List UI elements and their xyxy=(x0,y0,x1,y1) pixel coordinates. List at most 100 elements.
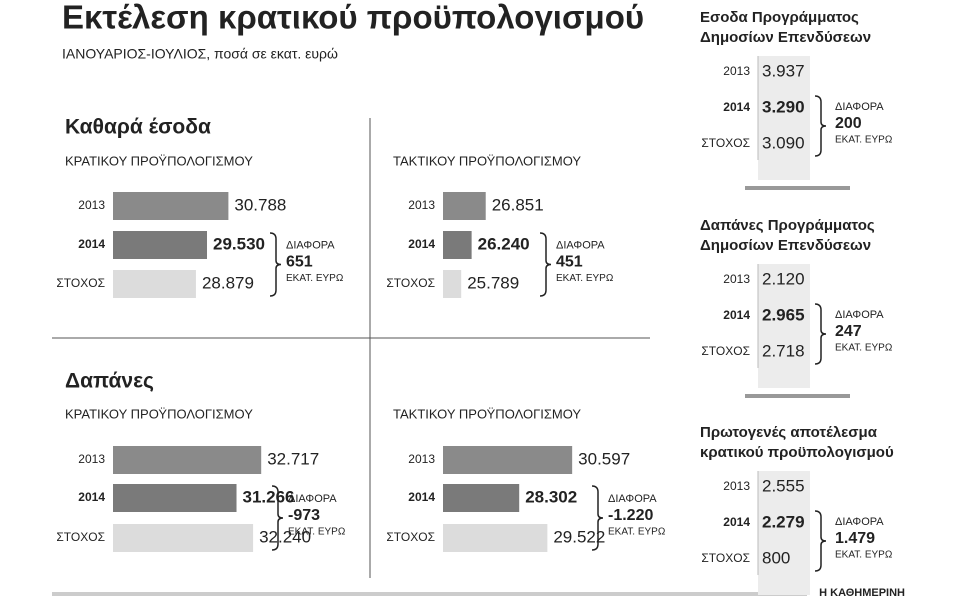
brace xyxy=(539,232,552,297)
bar xyxy=(443,231,472,259)
category-label: 2013 xyxy=(408,198,435,212)
table-title: Δαπάνες Προγράμματος xyxy=(700,217,875,234)
diff-value: 651 xyxy=(286,254,313,271)
diff-unit: ΕΚΑΤ. ΕΥΡΩ xyxy=(835,550,893,561)
diff-unit: ΕΚΑΤ. ΕΥΡΩ xyxy=(288,527,346,538)
chart-subtitle: ΤΑΚΤΙΚΟΥ ΠΡΟΫΠΟΛΟΓΙΣΜΟΥ xyxy=(393,406,581,421)
diff-label: ΔΙΑΦΟΡΑ xyxy=(835,101,884,113)
diff-unit: ΕΚΑΤ. ΕΥΡΩ xyxy=(835,343,893,354)
bar xyxy=(443,270,462,298)
chart-subtitle: ΤΑΚΤΙΚΟΥ ΠΡΟΫΠΟΛΟΓΙΣΜΟΥ xyxy=(393,153,581,168)
bar xyxy=(113,231,208,259)
value-column xyxy=(758,471,810,595)
separator xyxy=(745,394,850,398)
row-value: 2.965 xyxy=(762,305,805,324)
category-label: 2014 xyxy=(78,490,105,504)
chart-subtitle: ΚΡΑΤΙΚΟΥ ΠΡΟΫΠΟΛΟΓΙΣΜΟΥ xyxy=(65,153,253,168)
chart-subtitle: ΚΡΑΤΙΚΟΥ ΠΡΟΫΠΟΛΟΓΙΣΜΟΥ xyxy=(65,406,253,421)
row-value: 3.937 xyxy=(762,61,805,80)
source: Η ΚΑΘΗΜΕΡΙΝΗ xyxy=(819,587,905,598)
table-title: κρατικού προϋπολογισμού xyxy=(700,444,894,461)
bar xyxy=(113,524,254,552)
table-title: Δημοσίων Επενδύσεων xyxy=(700,237,871,254)
diff-label: ΔΙΑΦΟΡΑ xyxy=(835,516,884,528)
diff-value: -1.220 xyxy=(608,507,653,524)
row-label: ΣΤΟΧΟΣ xyxy=(701,344,750,358)
category-label: ΣΤΟΧΟΣ xyxy=(386,530,435,544)
bar xyxy=(443,192,486,220)
table-title: Εσοδα Προγράμματος xyxy=(700,9,859,26)
category-label: 2013 xyxy=(408,452,435,466)
diff-value: 247 xyxy=(835,323,862,340)
subtitle: ΙΑΝΟΥΑΡΙΟΣ-ΙΟΥΛΙΟΣ, ποσά σε εκατ. ευρώ xyxy=(62,46,338,62)
row-value: 3.290 xyxy=(762,97,805,116)
diff-value: 200 xyxy=(835,115,862,132)
diff-value: 451 xyxy=(556,254,583,271)
value-label: 32.717 xyxy=(267,449,319,468)
category-label: 2014 xyxy=(408,237,435,251)
brace xyxy=(591,485,604,551)
diff-label: ΔΙΑΦΟΡΑ xyxy=(286,239,335,251)
section-title: Καθαρά έσοδα xyxy=(65,116,211,139)
value-label: 29.530 xyxy=(213,234,265,253)
diff-unit: ΕΚΑΤ. ΕΥΡΩ xyxy=(608,527,666,538)
category-label: ΣΤΟΧΟΣ xyxy=(56,276,105,290)
diff-value: 1.479 xyxy=(835,530,875,547)
diff-label: ΔΙΑΦΟΡΑ xyxy=(835,309,884,321)
row-value: 800 xyxy=(762,548,790,567)
table-title: Πρωτογενές αποτέλεσμα xyxy=(700,424,878,441)
category-label: ΣΤΟΧΟΣ xyxy=(56,530,105,544)
row-value: 2.279 xyxy=(762,512,805,531)
diff-label: ΔΙΑΦΟΡΑ xyxy=(288,493,337,505)
diff-label: ΔΙΑΦΟΡΑ xyxy=(608,493,657,505)
brace xyxy=(814,95,827,157)
bar xyxy=(443,524,548,552)
bar xyxy=(113,484,237,512)
diff-unit: ΕΚΑΤ. ΕΥΡΩ xyxy=(286,273,344,284)
bar xyxy=(443,484,520,512)
row-value: 3.090 xyxy=(762,133,805,152)
bar xyxy=(113,192,229,220)
separator xyxy=(745,186,850,190)
value-label: 26.240 xyxy=(478,234,530,253)
value-label: 26.851 xyxy=(492,195,544,214)
bar xyxy=(113,270,196,298)
brace xyxy=(814,303,827,365)
category-label: 2014 xyxy=(408,490,435,504)
title: Εκτέλεση κρατικού προϋπολογισμού xyxy=(62,0,644,36)
row-value: 2.555 xyxy=(762,476,805,495)
brace xyxy=(271,485,284,551)
bar xyxy=(113,446,262,474)
brace xyxy=(269,232,282,297)
footer-rule xyxy=(52,592,807,596)
category-label: ΣΤΟΧΟΣ xyxy=(386,276,435,290)
row-label: 2014 xyxy=(723,515,750,529)
value-label: 25.789 xyxy=(467,273,519,292)
value-label: 31.266 xyxy=(243,487,295,506)
value-label: 28.879 xyxy=(202,273,254,292)
row-value: 2.718 xyxy=(762,341,805,360)
row-label: 2014 xyxy=(723,100,750,114)
brace xyxy=(814,510,827,572)
value-label: 30.597 xyxy=(578,449,630,468)
category-label: 2013 xyxy=(78,452,105,466)
category-label: 2013 xyxy=(78,198,105,212)
value-label: 28.302 xyxy=(525,487,577,506)
value-label: 29.522 xyxy=(553,527,605,546)
row-label: ΣΤΟΧΟΣ xyxy=(701,551,750,565)
category-label: 2014 xyxy=(78,237,105,251)
row-label: 2013 xyxy=(723,479,750,493)
row-value: 2.120 xyxy=(762,269,805,288)
value-label: 32.240 xyxy=(259,527,311,546)
row-label: 2013 xyxy=(723,272,750,286)
section-title: Δαπάνες xyxy=(65,370,154,393)
row-label: 2014 xyxy=(723,308,750,322)
table-title: Δημοσίων Επενδύσεων xyxy=(700,29,871,46)
row-label: ΣΤΟΧΟΣ xyxy=(701,136,750,150)
value-column xyxy=(758,264,810,388)
bar xyxy=(443,446,573,474)
diff-value: -973 xyxy=(288,507,320,524)
diff-label: ΔΙΑΦΟΡΑ xyxy=(556,239,605,251)
row-label: 2013 xyxy=(723,64,750,78)
